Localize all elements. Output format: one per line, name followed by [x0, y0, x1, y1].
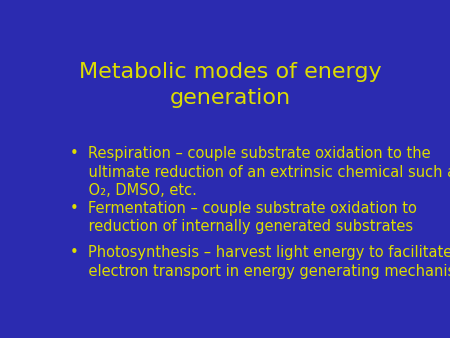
Text: •  Photosynthesis – harvest light energy to facilitate: • Photosynthesis – harvest light energy …	[70, 245, 450, 260]
Text: •  Respiration – couple substrate oxidation to the: • Respiration – couple substrate oxidati…	[70, 146, 431, 161]
Text: O₂, DMSO, etc.: O₂, DMSO, etc.	[70, 184, 197, 198]
Text: •  Fermentation – couple substrate oxidation to: • Fermentation – couple substrate oxidat…	[70, 201, 417, 216]
Text: Metabolic modes of energy
generation: Metabolic modes of energy generation	[79, 62, 382, 107]
Text: reduction of internally generated substrates: reduction of internally generated substr…	[70, 219, 413, 234]
Text: electron transport in energy generating mechanism: electron transport in energy generating …	[70, 264, 450, 279]
Text: ultimate reduction of an extrinsic chemical such as: ultimate reduction of an extrinsic chemi…	[70, 165, 450, 180]
